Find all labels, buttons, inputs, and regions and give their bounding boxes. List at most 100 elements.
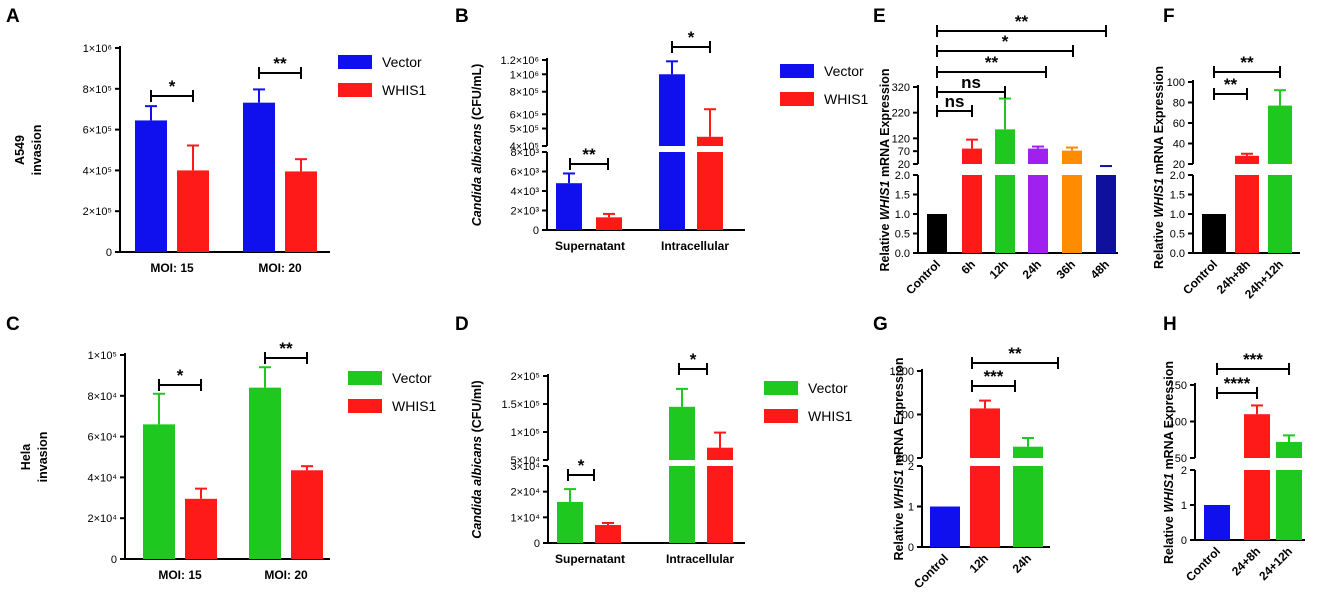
panel-f-category-0: Control (1180, 257, 1220, 297)
panel-e-category-2: 12h (987, 257, 1012, 282)
panel-b-ytick-lower-label-4: 8×10³ (511, 147, 540, 159)
panel-f-bar-1-upper (1235, 155, 1259, 164)
panel-f-ytick-lower-label-1: 0.5 (1170, 229, 1185, 241)
panel-e-label: E (873, 6, 886, 27)
panel-f-label: F (1163, 6, 1175, 27)
panel-c-ytick-label-3: 6×10⁴ (87, 432, 117, 444)
panel-b-category-0: Supernatant (555, 239, 625, 253)
panel-e-ytick-upper-label-2: 120 (892, 133, 910, 145)
panel-h-ylabel: Relative WHIS1 mRNA Expression (1162, 361, 1176, 564)
panel-c-ytick-label-1: 2×10⁴ (87, 513, 117, 525)
panel-b-ytick-upper-label-2: 6×10⁵ (510, 109, 539, 121)
panel-d-bar-1 (595, 525, 621, 543)
panel-e-bar-3-lower (1028, 175, 1048, 253)
panel-g-ytick-lower-label-1: 1 (908, 502, 914, 514)
panel-d-legend-label-0: Vector (808, 380, 848, 396)
panel-a-ytick-label-3: 6×10⁵ (83, 125, 112, 137)
panel-b-ylabel: Candida albicans (CFU/mL) (470, 64, 484, 227)
panel-h-bar-1-lower (1244, 470, 1270, 540)
panel-c-bar-vector-1 (249, 387, 281, 559)
panel-d-ylabel: Candida albicans (CFU/ml) (470, 380, 484, 538)
panel-e-ytick-lower-label-3: 1.5 (895, 190, 910, 202)
panel-d-sig-0-label: * (578, 456, 585, 475)
panel-d-label: D (455, 314, 469, 335)
panel-c-category-1: MOI: 20 (264, 568, 308, 582)
panel-c-legend-label-0: Vector (392, 370, 432, 386)
panel-d-category-1: Intracellular (666, 552, 734, 566)
panel-a-bar-whis1-0 (177, 170, 209, 252)
panel-f-ytick-upper-label-1: 40 (1173, 139, 1185, 151)
panel-h-ytick-upper-label-0: 50 (1175, 453, 1187, 465)
panel-h-sig-0-label: **** (1224, 374, 1251, 393)
panel-e-ytick-lower-label-1: 0.5 (895, 229, 910, 241)
panel-b-label: B (455, 6, 469, 27)
panel-h-category-2: 24+12h (1256, 544, 1295, 583)
panel-h-label: H (1163, 314, 1177, 335)
panel-b-bar-1 (596, 217, 622, 230)
panel-e-bar-0 (927, 214, 947, 253)
panel-g-bar-2-upper (1013, 446, 1043, 458)
panel-f-bar-0 (1202, 214, 1226, 253)
panel-h-category-0: Control (1183, 544, 1223, 584)
panel-g-bar-2-lower (1013, 466, 1043, 547)
panel-b-ytick-lower-label-2: 4×10³ (511, 186, 540, 198)
panel-f-ylabel: Relative WHIS1 mRNA Expression (1152, 66, 1166, 269)
panel-a-category-1: MOI: 20 (258, 261, 302, 275)
panel-e-category-1: 6h (958, 257, 978, 277)
panel-f-ytick-upper-label-4: 100 (1167, 77, 1185, 89)
panel-g-bar-1-upper (970, 408, 1000, 458)
panel-b-ytick-upper-label-1: 5×10⁵ (510, 124, 539, 136)
panel-b-ytick-upper-label-5: 1.2×10⁶ (501, 55, 539, 67)
panel-g-ytick-lower-label-2: 2 (908, 461, 914, 473)
panel-e-bar-2-lower (995, 175, 1015, 253)
panel-b-ytick-upper-label-4: 1×10⁶ (510, 69, 539, 81)
panel-d-legend-swatch-0 (764, 381, 798, 395)
panel-g-category-0: Control (911, 551, 951, 591)
panel-f-ytick-lower-label-2: 1.0 (1170, 209, 1185, 221)
panel-a-label: A (6, 6, 20, 27)
panel-h-bar-1-upper (1244, 414, 1270, 458)
panel-c-ytick-label-4: 8×10⁴ (87, 391, 117, 403)
panel-d-legend-swatch-1 (764, 409, 798, 423)
panel-e-bar-3-upper (1028, 148, 1048, 164)
panel-b-sig-1-label: * (688, 28, 695, 47)
panel-e-sig-0-label: ns (945, 92, 965, 111)
panel-h-bar-2-upper (1276, 441, 1302, 458)
panel-e-ytick-upper-label-1: 70 (898, 146, 910, 158)
panel-d-ytick-upper-label-2: 1.5×10⁵ (501, 399, 540, 411)
panel-c-ytick-label-0: 0 (111, 554, 117, 566)
panel-d-bar-2-upper (669, 406, 695, 460)
panel-e-bar-4-lower (1062, 175, 1082, 253)
panel-c-bar-whis1-1 (291, 470, 323, 559)
panel-a-ytick-label-2: 4×10⁵ (83, 165, 112, 177)
panel-h-ytick-lower-label-1: 1 (1181, 500, 1187, 512)
panel-a-ylabel: A549 invasion (13, 125, 44, 176)
panel-f-sig-0-label: ** (1224, 75, 1238, 94)
panel-g-label: G (873, 314, 888, 335)
panel-c-bar-whis1-0 (185, 498, 217, 559)
panel-g-ytick-upper-label-1: 700 (896, 410, 914, 422)
panel-f-sig-1-label: ** (1240, 53, 1254, 72)
panel-e-category-0: Control (903, 257, 943, 297)
panel-e-sig-1-label: ns (961, 73, 981, 92)
panel-g-ylabel: Relative WHIS1 mRNA Expression (892, 357, 906, 560)
panel-d-bar-0 (557, 501, 583, 543)
panel-b-ytick-lower-label-0: 0 (533, 225, 539, 237)
panel-c-ytick-label-5: 1×10⁵ (88, 350, 117, 362)
panel-c-bar-vector-0 (143, 424, 175, 559)
panel-d-ytick-lower-label-2: 2×10⁴ (510, 487, 540, 499)
panel-h-bar-2-lower (1276, 470, 1302, 540)
panel-d-bar-3-upper (707, 447, 733, 460)
panel-h-ytick-lower-label-2: 2 (1181, 465, 1187, 477)
panel-e-bar-1-upper (962, 148, 982, 164)
panel-g-ytick-upper-label-2: 1200 (890, 366, 914, 378)
panel-f-bar-2-upper (1268, 105, 1292, 164)
panel-b-ytick-upper-label-3: 8×10⁵ (510, 87, 539, 99)
panel-e-ylabel: Relative WHIS1 mRNA Expression (878, 68, 892, 271)
panel-f-ytick-lower-label-3: 1.5 (1170, 190, 1185, 202)
panel-b-ytick-upper-label-0: 4×10⁵ (510, 141, 539, 153)
panel-e-ytick-lower-label-0: 0.0 (895, 248, 910, 260)
panel-g-sig-1-label: ** (1008, 344, 1022, 363)
panel-c-legend-label-1: WHIS1 (392, 398, 437, 414)
